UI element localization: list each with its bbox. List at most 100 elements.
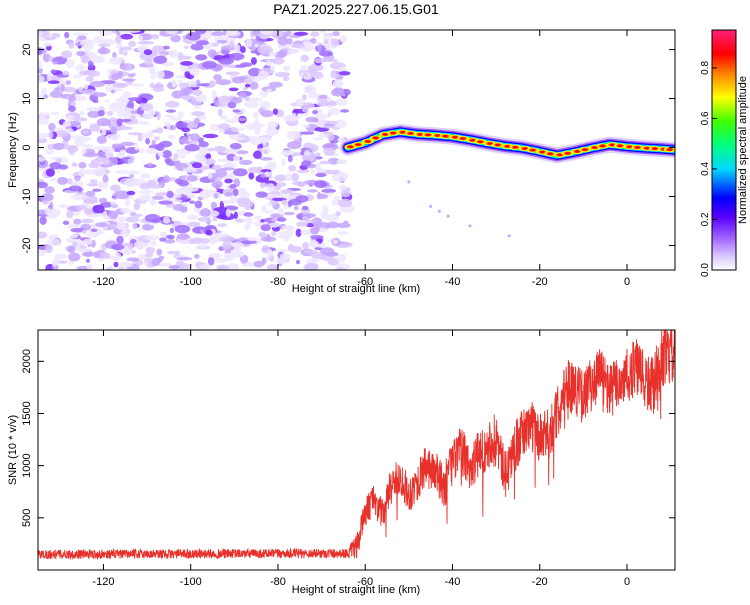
spectrogram-noise-blob xyxy=(243,212,254,217)
spectrogram-noise-blob xyxy=(178,82,189,89)
spectrogram-noise-blob xyxy=(138,253,146,261)
spectrogram-noise-blob xyxy=(84,42,90,49)
spectrogram-noise-blob xyxy=(265,234,271,242)
spectrogram-noise-blob xyxy=(322,205,329,214)
spectrogram-noise-blob xyxy=(151,34,159,40)
spectrogram-noise-blob xyxy=(54,87,60,91)
spectrogram-noise-blob xyxy=(153,136,160,141)
spectrogram-noise-blob xyxy=(301,160,312,167)
spectrogram-noise-blob xyxy=(45,168,56,177)
spectrogram-noise-blob xyxy=(333,239,338,245)
spectrogram-ridge-peak xyxy=(390,131,396,135)
spectrogram-noise-blob xyxy=(302,242,309,250)
spectrogram-noise-blob xyxy=(125,216,140,223)
spectrogram-noise-blob xyxy=(330,88,345,97)
spectrogram-noise-blob xyxy=(156,70,165,79)
spectrogram-noise-blob xyxy=(139,183,152,190)
spectrogram-noise-blob xyxy=(84,148,96,155)
spectrogram-ridge-peak xyxy=(470,139,475,142)
spectrogram-noise-blob xyxy=(84,70,98,75)
spectrogram-noise-blob xyxy=(105,150,114,159)
spectrogram-noise-blob xyxy=(38,154,43,159)
spectrogram-y-tick-label: -20 xyxy=(21,238,33,254)
spectrogram-noise-blob xyxy=(254,43,259,48)
spectrogram-noise-blob xyxy=(85,107,102,112)
spectrogram-noise-blob xyxy=(119,33,133,40)
spectrogram-noise-blob xyxy=(80,39,96,47)
spectrogram-noise-blob xyxy=(99,252,111,259)
spectrogram-noise-blob xyxy=(325,120,339,125)
spectrogram-noise-blob xyxy=(267,120,279,129)
snr-x-tick-label: 0 xyxy=(624,576,630,588)
spectrogram-noise-blob xyxy=(257,45,274,55)
spectrogram-noise-blob xyxy=(232,168,248,177)
spectrogram-noise-blob xyxy=(210,31,225,36)
spectrogram-noise-blob xyxy=(41,87,47,95)
spectrogram-noise-blob xyxy=(258,70,269,80)
spectrogram-noise-blob xyxy=(217,158,230,162)
spectrogram-noise-blob xyxy=(43,94,48,99)
spectrogram-noise-blob xyxy=(311,217,323,226)
spectrogram-noise-blob xyxy=(175,121,189,129)
spectrogram-noise-blob xyxy=(266,249,273,258)
spectrogram-noise-blob xyxy=(202,60,217,69)
figure-title: PAZ1.2025.227.06.15.G01 xyxy=(273,1,439,17)
spectrogram-noise-blob xyxy=(229,184,237,189)
spectrogram-noise-blob xyxy=(245,123,255,131)
spectrogram-noise-blob xyxy=(300,151,305,156)
spectrogram-noise-blob xyxy=(223,162,237,169)
spectrogram-noise-blob xyxy=(325,214,340,222)
spectrogram-noise-blob xyxy=(205,229,213,236)
spectrogram-noise-blob xyxy=(165,204,173,208)
spectrogram-x-axis-label: Height of straight line (km) xyxy=(292,283,420,295)
spectrogram-noise-blob xyxy=(275,182,287,187)
spectrogram-noise-blob xyxy=(119,118,132,123)
spectrogram-noise-blob xyxy=(49,162,62,170)
spectrogram-noise-blob xyxy=(80,55,89,64)
spectrogram-noise-blob xyxy=(259,91,269,97)
spectrogram-noise-blob xyxy=(340,189,351,198)
spectrogram-noise-blob xyxy=(115,35,122,44)
spectrogram-noise-blob xyxy=(288,165,297,172)
spectrogram-noise-blob xyxy=(300,131,315,135)
spectrogram-noise-blob xyxy=(283,211,295,216)
spectrogram-noise-blob xyxy=(120,229,130,238)
spectrogram-noise-blob xyxy=(97,110,105,117)
spectrogram-noise-blob xyxy=(196,155,207,165)
spectrogram-noise-blob xyxy=(83,83,89,90)
spectrogram-noise-blob xyxy=(97,181,109,189)
spectrogram-ridge-peak xyxy=(382,133,388,136)
spectrogram-noise-blob xyxy=(78,162,87,169)
spectrogram-noise-blob xyxy=(102,211,108,219)
spectrogram-noise-blob xyxy=(259,157,273,161)
spectrogram-ridge-peak xyxy=(539,150,545,154)
spectrogram-noise-blob xyxy=(229,52,245,61)
spectrogram-noise-blob xyxy=(111,143,123,148)
spectrogram-noise-blob xyxy=(147,162,153,167)
spectrogram-noise-blob xyxy=(276,217,287,222)
spectrogram-noise-blob xyxy=(309,240,320,248)
spectrogram-noise-blob xyxy=(166,121,171,131)
spectrogram-noise-blob xyxy=(332,173,348,182)
spectrogram-noise-blob xyxy=(306,67,318,75)
spectrogram-noise-blob xyxy=(277,36,289,46)
spectrogram-noise-blob xyxy=(79,110,85,116)
spectrogram-noise-blob xyxy=(120,141,136,147)
spectrogram-noise-blob xyxy=(259,101,271,109)
spectrogram-noise-blob xyxy=(228,40,235,49)
spectrogram-ridge-peak xyxy=(347,145,353,149)
spectrogram-noise-blob xyxy=(155,82,163,88)
spectrogram-noise-blob xyxy=(186,221,201,227)
spectrogram-noise-blob xyxy=(149,82,155,89)
spectrogram-noise-blob xyxy=(96,135,107,144)
spectrogram-noise-blob xyxy=(249,81,259,90)
spectrogram-noise-blob xyxy=(125,30,141,33)
spectrogram-noise-blob xyxy=(164,114,176,118)
spectrogram-noise-blob xyxy=(200,208,211,217)
spectrogram-noise-blob xyxy=(291,172,300,182)
spectrogram-noise-blob xyxy=(207,171,213,179)
spectrogram-noise-blob xyxy=(65,128,74,134)
spectrogram-noise-blob xyxy=(295,259,301,265)
spectrogram-noise-blob xyxy=(108,210,119,220)
spectrogram-x-tick-label: -80 xyxy=(270,276,286,288)
